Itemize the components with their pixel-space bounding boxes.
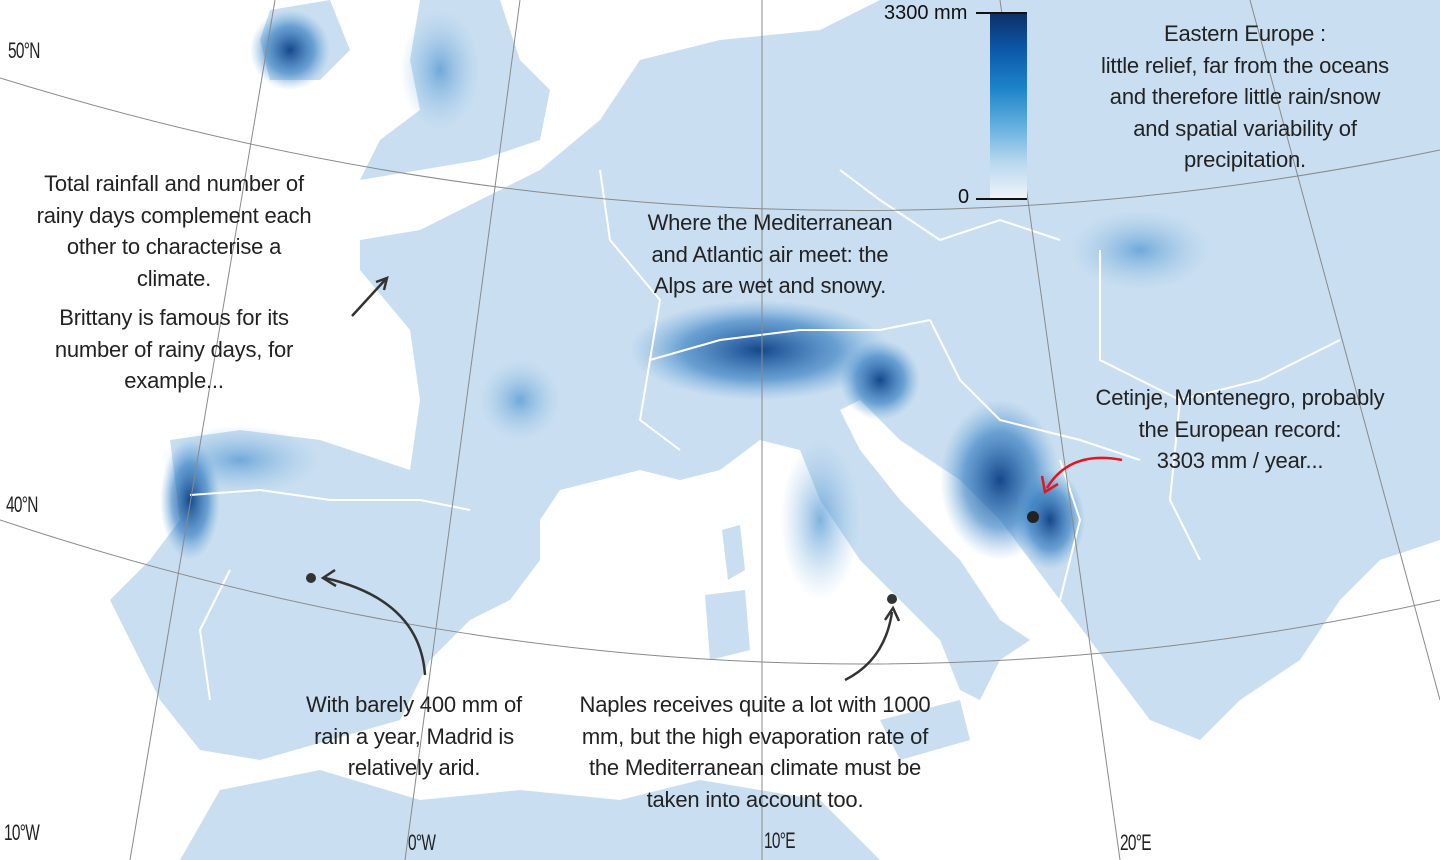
legend [976, 12, 1027, 200]
label-50n: 50°N [8, 38, 40, 63]
parallel-40n [0, 519, 1440, 665]
note-brittany: Brittany is famous for its number of rain… [54, 305, 294, 393]
brittany-arrow [351, 279, 386, 317]
label-0: 0°W [408, 830, 436, 855]
label-20e: 20°E [1120, 830, 1151, 855]
land-north-africa [180, 770, 880, 860]
land-sicily [880, 700, 970, 760]
note-naples: Naples receives quite a lot with 1000 mm,… [579, 692, 931, 812]
parallel-50n [0, 77, 1440, 211]
land-sardinia [705, 590, 750, 660]
land-corsica [722, 525, 745, 580]
note-rainfall-days: Total rainfall and number of rainy days c… [36, 171, 312, 291]
wet-regions [160, 10, 1210, 600]
cetinje-marker [1027, 511, 1039, 523]
note-cetinje: Cetinje, Montenegro, probably the Europea… [1095, 385, 1385, 473]
naples-arrow [844, 611, 894, 682]
annotation-arrows [320, 276, 901, 682]
label-10e: 10°E [764, 828, 795, 853]
label-40n: 40°N [6, 492, 38, 517]
label-10w: 10°W [4, 820, 40, 845]
note-alps: Where the Mediterranean and Atlantic air … [647, 210, 893, 298]
legend-color-ramp [990, 13, 1027, 200]
legend-min-label: 0 [958, 186, 970, 208]
madrid-marker [306, 573, 316, 583]
naples-marker [887, 594, 897, 604]
note-eastern-europe: Eastern Europe : little relief, far from … [1101, 21, 1389, 172]
note-madrid: With barely 400 mm of rain a year, Madrid… [306, 692, 522, 780]
madrid-arrow [324, 576, 427, 676]
meridian-0 [404, 0, 521, 860]
meridian-30e [1249, 0, 1440, 701]
meridian-10w [129, 0, 276, 860]
legend-max-label: 3300 mm [884, 2, 968, 24]
cetinje-arrow [1045, 456, 1123, 489]
